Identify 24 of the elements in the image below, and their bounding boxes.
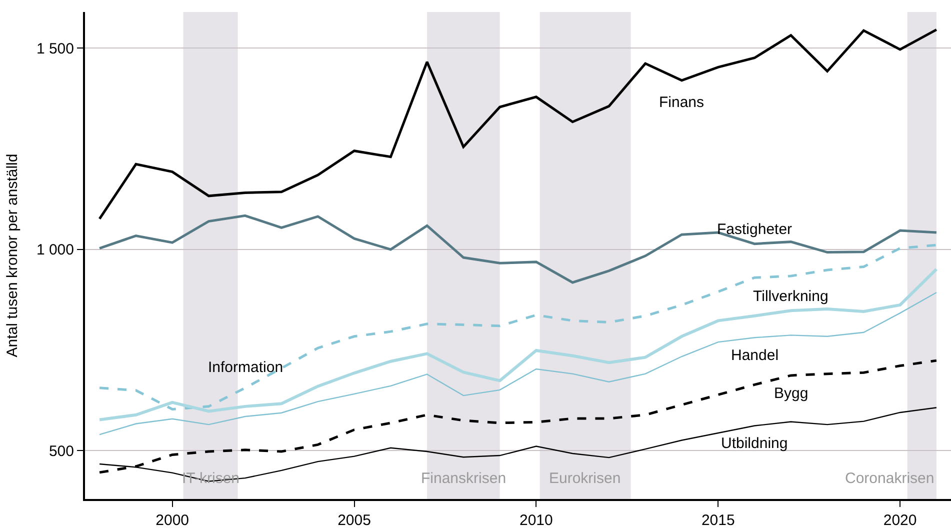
- y-tick-label: 500: [48, 442, 74, 460]
- x-tick-label: 2000: [156, 512, 190, 529]
- y-axis-title: Antal tusen kronor per anställd: [4, 154, 22, 358]
- x-tick-label: 2005: [338, 512, 371, 529]
- band-label: Eurokrisen: [549, 470, 621, 487]
- series-label: Information: [208, 359, 284, 376]
- x-tick-label: 2020: [883, 512, 917, 529]
- series-label: Bygg: [774, 385, 808, 402]
- line-series: [98, 268, 938, 422]
- x-tick-label: 2010: [520, 512, 553, 529]
- line-series: [98, 28, 938, 220]
- series-label: Fastigheter: [717, 221, 792, 238]
- series-label: Tillverkning: [753, 288, 828, 305]
- series-label: Finans: [659, 94, 704, 111]
- series-label: Utbildning: [721, 435, 788, 452]
- x-tick-label: 2015: [701, 512, 735, 529]
- line-series: [98, 244, 938, 410]
- band-label: Finanskrisen: [421, 470, 506, 487]
- series-label: Handel: [731, 347, 779, 364]
- band-label: Coronakrisen: [845, 470, 934, 487]
- line-series: [98, 214, 938, 284]
- y-tick-label: 1 500: [36, 40, 74, 58]
- y-tick-label: 1 000: [36, 242, 74, 259]
- line-series: [98, 292, 938, 436]
